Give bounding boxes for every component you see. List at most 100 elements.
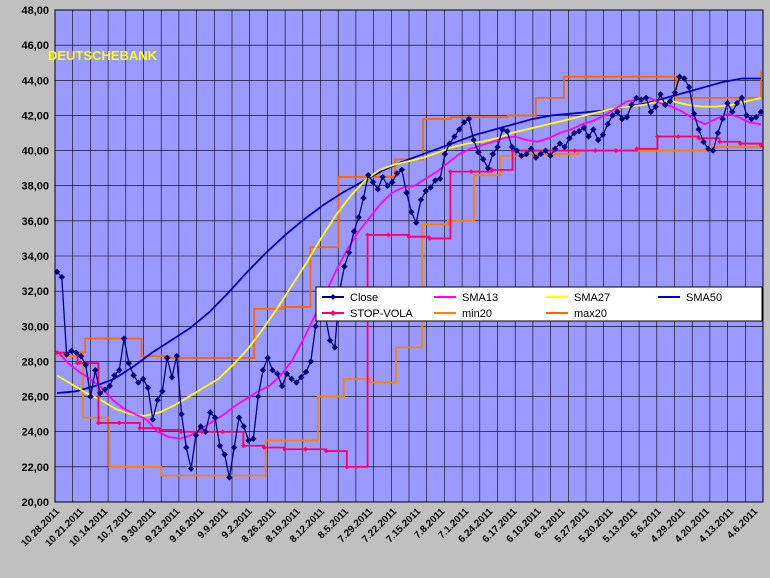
point-close — [585, 133, 592, 140]
point-close — [250, 435, 257, 442]
point-close — [638, 96, 645, 103]
point-close — [408, 208, 415, 216]
point-close — [451, 133, 458, 140]
y-tick-label: 32,00 — [21, 286, 49, 298]
point-close — [537, 150, 544, 158]
point-close — [355, 214, 362, 221]
point-close — [202, 428, 209, 435]
point-close — [417, 196, 425, 203]
point-close — [302, 368, 310, 376]
point-close — [551, 145, 559, 153]
point-close — [446, 140, 453, 147]
legend-item-min20: min20 — [434, 308, 492, 320]
point-stop-vola — [75, 360, 81, 366]
legend-marker — [330, 310, 336, 316]
point-close — [580, 124, 588, 131]
point-close — [412, 219, 420, 226]
y-tick-label: 22,00 — [21, 462, 49, 474]
point-close — [571, 129, 578, 137]
point-close — [92, 367, 99, 374]
point-close — [676, 73, 683, 80]
point-close — [436, 175, 444, 182]
legend-item-max20: max20 — [546, 308, 607, 320]
point-close — [183, 444, 190, 451]
point-close — [465, 115, 473, 123]
point-close — [518, 152, 525, 160]
point-close — [345, 249, 353, 256]
point-close — [159, 388, 166, 395]
point-close — [753, 113, 760, 121]
point-stop-vola — [178, 429, 184, 435]
point-close — [523, 150, 530, 158]
point-close — [331, 344, 338, 351]
point-close — [341, 263, 348, 270]
point-stop-vola — [323, 448, 329, 454]
point-close — [274, 370, 281, 377]
point-close — [216, 442, 224, 449]
point-stop-vola — [282, 446, 288, 452]
point-stop-vola — [572, 148, 578, 153]
point-close — [709, 147, 717, 154]
point-close — [652, 103, 659, 110]
point-close — [566, 135, 573, 142]
point-close — [513, 147, 520, 154]
point-close — [149, 416, 156, 423]
legend-label: min20 — [462, 308, 492, 320]
point-stop-vola — [717, 139, 722, 145]
point-stop-vola — [344, 464, 350, 470]
point-close — [235, 414, 243, 421]
point-stop-vola — [758, 142, 764, 148]
point-close — [360, 194, 367, 202]
point-close — [542, 147, 549, 154]
y-tick-label: 36,00 — [21, 216, 49, 228]
point-close — [106, 382, 113, 390]
point-close — [503, 128, 511, 135]
point-close — [729, 108, 736, 116]
point-close — [226, 474, 233, 481]
point-close — [389, 179, 396, 186]
point-close — [187, 465, 195, 472]
point-close — [700, 138, 707, 145]
point-close — [647, 108, 655, 116]
point-close — [326, 337, 334, 344]
point-stop-vola — [468, 169, 474, 175]
point-close — [293, 379, 300, 386]
y-tick-label: 48,00 — [21, 5, 49, 17]
point-close — [575, 128, 583, 135]
series-line-sma50 — [56, 77, 761, 394]
point-close — [365, 171, 372, 179]
point-stop-vola — [675, 134, 681, 139]
point-stop-vola — [448, 169, 453, 175]
legend: Close SMA13 SMA27 SMA50 STOP-VOLA min20 max20 — [315, 286, 763, 322]
legend-label: SMA50 — [686, 292, 722, 304]
point-close — [130, 372, 137, 379]
y-tick-label: 34,00 — [21, 251, 49, 263]
point-stop-vola — [385, 232, 391, 238]
point-close — [618, 115, 626, 123]
point-stop-vola — [655, 134, 660, 139]
point-close — [427, 184, 434, 191]
point-close — [168, 374, 176, 381]
point-close — [719, 115, 726, 123]
point-close — [422, 187, 429, 195]
point-close — [178, 410, 185, 418]
point-close — [96, 389, 104, 397]
y-tick-label: 40,00 — [21, 146, 49, 158]
point-close — [120, 335, 128, 342]
point-close — [460, 119, 468, 126]
point-close — [743, 112, 750, 119]
point-close — [714, 129, 722, 137]
y-axis-ticks: 20,00 22,00 24,00 26,00 28,00 30,00 32,00 34,00… — [21, 5, 49, 509]
point-close — [192, 432, 200, 439]
point-close — [623, 113, 631, 121]
legend-label: SMA13 — [462, 292, 498, 304]
point-close — [662, 101, 669, 109]
legend-marker — [330, 294, 336, 300]
point-stop-vola — [116, 420, 122, 426]
y-tick-label: 20,00 — [21, 497, 49, 509]
y-tick-label: 26,00 — [21, 392, 49, 404]
point-close — [733, 99, 741, 107]
point-close — [197, 423, 204, 430]
legend-item-sma27: SMA27 — [546, 292, 610, 304]
point-close — [599, 131, 607, 138]
